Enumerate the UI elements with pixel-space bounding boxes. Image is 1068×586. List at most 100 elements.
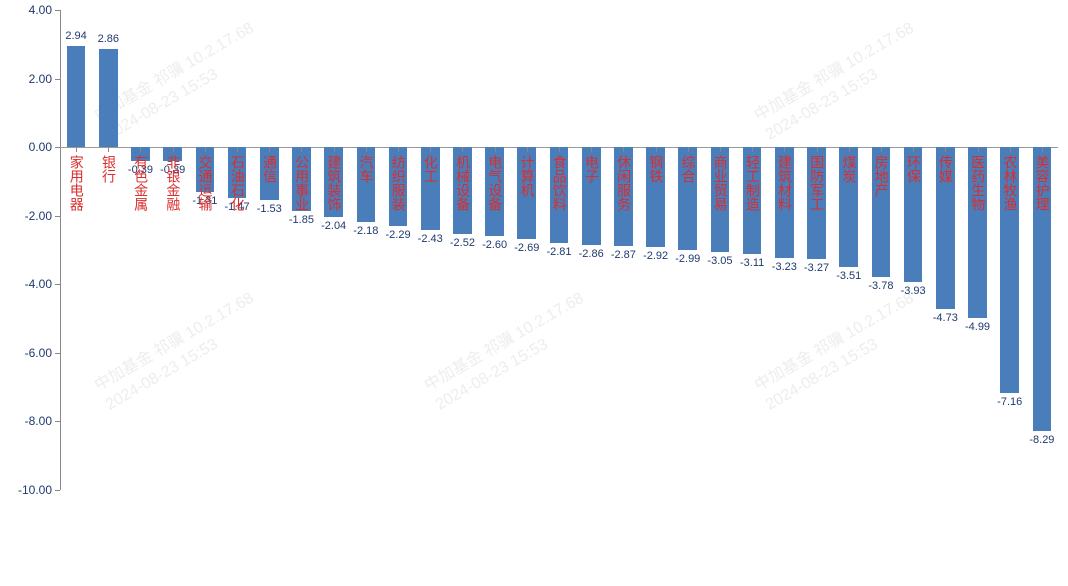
x-category-label: 电子 <box>583 155 598 183</box>
bar <box>99 49 118 147</box>
bar-value-label: -3.11 <box>740 257 764 269</box>
x-tick-mark <box>945 147 946 152</box>
x-tick-mark <box>334 147 335 152</box>
x-category-label: 综合 <box>680 155 695 183</box>
x-category-label: 交通运输 <box>197 155 212 211</box>
x-tick-mark <box>237 147 238 152</box>
x-category-label: 计算机 <box>519 155 534 197</box>
x-tick-mark <box>1010 147 1011 152</box>
bar-value-label: -2.18 <box>353 225 378 237</box>
x-tick-mark <box>173 147 174 152</box>
x-category-label: 银行 <box>101 155 116 183</box>
bar-value-label: -3.05 <box>707 255 732 267</box>
x-category-label: 农林牧渔 <box>1002 155 1017 211</box>
x-category-label: 建筑装饰 <box>326 155 341 211</box>
y-tick-label: -2.00 <box>2 209 52 223</box>
x-category-label: 轻工制造 <box>744 155 759 211</box>
x-tick-mark <box>108 147 109 152</box>
x-tick-mark <box>366 147 367 152</box>
x-category-label: 食品饮料 <box>551 155 566 211</box>
x-category-label: 汽车 <box>358 155 373 183</box>
x-tick-mark <box>1042 147 1043 152</box>
x-category-label: 电气设备 <box>487 155 502 211</box>
bar-value-label: -2.87 <box>611 249 636 261</box>
x-category-label: 商业贸易 <box>712 155 727 211</box>
x-tick-mark <box>205 147 206 152</box>
x-category-label: 国防军工 <box>809 155 824 211</box>
bar-value-label: -2.43 <box>418 233 443 245</box>
bar <box>67 46 86 147</box>
x-category-label: 非银金融 <box>165 155 180 211</box>
x-tick-mark <box>430 147 431 152</box>
x-tick-mark <box>817 147 818 152</box>
x-tick-mark <box>881 147 882 152</box>
x-tick-mark <box>623 147 624 152</box>
bar-value-label: 2.86 <box>98 33 119 45</box>
bar-value-label: -4.99 <box>965 321 990 333</box>
x-tick-mark <box>495 147 496 152</box>
bar-value-label: -8.29 <box>1029 434 1054 446</box>
x-tick-mark <box>269 147 270 152</box>
bar-value-label: -1.53 <box>257 203 282 215</box>
x-tick-mark <box>462 147 463 152</box>
y-tick-label: -4.00 <box>2 277 52 291</box>
bar-value-label: -1.85 <box>289 214 314 226</box>
bar-value-label: -3.27 <box>804 262 829 274</box>
y-tick-label: 0.00 <box>2 140 52 154</box>
x-category-label: 煤炭 <box>841 155 856 183</box>
x-category-label: 医药生物 <box>970 155 985 211</box>
x-category-label: 纺织服装 <box>390 155 405 211</box>
bar-value-label: -4.73 <box>933 312 958 324</box>
x-tick-mark <box>688 147 689 152</box>
bar-value-label: -3.51 <box>836 270 861 282</box>
x-category-label: 家用电器 <box>68 155 83 211</box>
bar-value-label: -3.93 <box>901 285 926 297</box>
x-category-label: 机械设备 <box>455 155 470 211</box>
bars-container: 2.942.86-0.39-0.39-1.31-1.47-1.53-1.85-2… <box>60 10 1058 490</box>
x-category-label: 建筑材料 <box>777 155 792 211</box>
x-tick-mark <box>398 147 399 152</box>
x-tick-mark <box>978 147 979 152</box>
x-category-label: 休闲服务 <box>616 155 631 211</box>
x-tick-mark <box>527 147 528 152</box>
bar-value-label: -2.52 <box>450 237 475 249</box>
bar-value-label: -2.86 <box>579 248 604 260</box>
x-tick-mark <box>784 147 785 152</box>
bar-value-label: -3.78 <box>868 280 893 292</box>
x-category-label: 有色金属 <box>133 155 148 211</box>
x-category-label: 环保 <box>905 155 920 183</box>
x-tick-mark <box>301 147 302 152</box>
x-tick-mark <box>559 147 560 152</box>
x-tick-mark <box>591 147 592 152</box>
y-tick-label: 2.00 <box>2 72 52 86</box>
x-category-label: 公用事业 <box>294 155 309 211</box>
bar-value-label: -2.81 <box>546 246 571 258</box>
y-tick-mark <box>55 490 60 491</box>
x-category-label: 房地产 <box>873 155 888 197</box>
bar-value-label: -7.16 <box>997 396 1022 408</box>
bar-value-label: -2.29 <box>385 229 410 241</box>
bar-value-label: -2.69 <box>514 242 539 254</box>
x-category-label: 通信 <box>262 155 277 183</box>
x-tick-mark <box>913 147 914 152</box>
y-tick-label: -6.00 <box>2 346 52 360</box>
bar-value-label: -2.04 <box>321 220 346 232</box>
y-tick-label: -10.00 <box>2 483 52 497</box>
y-axis: 4.002.000.00-2.00-4.00-6.00-8.00-10.00 <box>0 10 60 490</box>
bar-value-label: -2.99 <box>675 253 700 265</box>
x-category-label: 传媒 <box>938 155 953 183</box>
x-tick-mark <box>849 147 850 152</box>
x-tick-mark <box>720 147 721 152</box>
x-tick-mark <box>656 147 657 152</box>
x-category-label: 石油石化 <box>229 155 244 211</box>
bar-value-label: -3.23 <box>772 261 797 273</box>
bar-value-label: -2.60 <box>482 239 507 251</box>
bar-value-label: -2.92 <box>643 250 668 262</box>
x-tick-mark <box>752 147 753 152</box>
x-tick-mark <box>76 147 77 152</box>
x-category-label: 美容护理 <box>1034 155 1049 211</box>
x-category-label: 化工 <box>423 155 438 183</box>
bar-value-label: 2.94 <box>65 30 86 42</box>
x-tick-mark <box>140 147 141 152</box>
y-tick-label: -8.00 <box>2 414 52 428</box>
